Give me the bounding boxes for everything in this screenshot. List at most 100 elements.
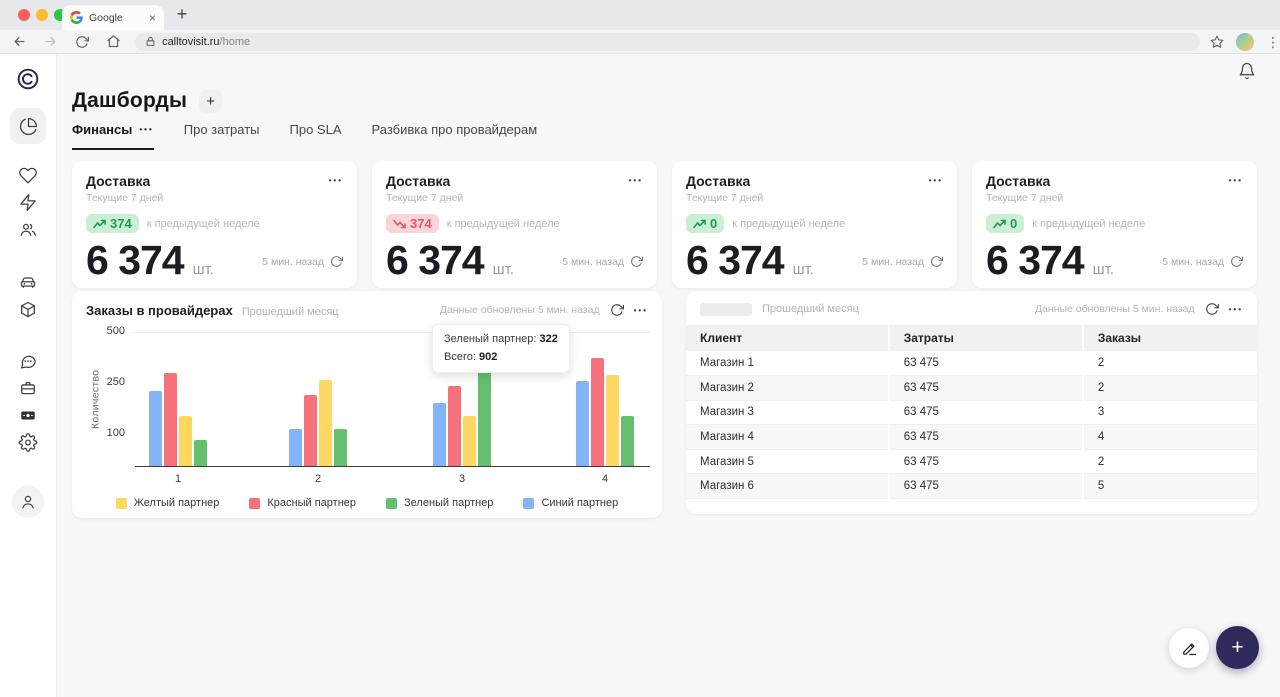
back-icon[interactable] xyxy=(8,34,31,49)
table-menu-icon[interactable]: ••• xyxy=(1229,302,1243,316)
table-updated-text: Данные обновлены 5 мин. назад xyxy=(1034,303,1195,315)
tab-0[interactable]: Финансы ••• xyxy=(72,122,154,150)
gridline-500 xyxy=(131,332,650,333)
add-dashboard-button[interactable]: + xyxy=(199,89,223,113)
notifications-bell-icon[interactable] xyxy=(1238,62,1256,80)
kpi-value: 6 374 xyxy=(86,237,185,283)
sidebar-item-payments[interactable] xyxy=(19,406,38,425)
tab-3[interactable]: Разбивка про провайдерам xyxy=(372,122,538,150)
browser-profile-avatar[interactable] xyxy=(1236,32,1254,51)
delta-badge: 0 xyxy=(986,214,1025,233)
table-cell: Магазин 1 xyxy=(686,351,889,377)
new-tab-button[interactable]: + xyxy=(176,4,188,24)
tab-options-icon[interactable]: ••• xyxy=(139,125,154,134)
refresh-icon[interactable] xyxy=(330,255,343,268)
sidebar-item-settings[interactable] xyxy=(18,433,38,452)
bar-Зеленый партнер-1[interactable] xyxy=(194,439,207,466)
reload-icon[interactable] xyxy=(71,35,94,49)
table-cell: 63 475 xyxy=(887,424,1083,450)
refresh-icon[interactable] xyxy=(930,255,943,268)
bar-Синий партнер-3[interactable] xyxy=(433,402,446,466)
delta-value: 0 xyxy=(1010,216,1018,231)
bar-Синий партнер-2[interactable] xyxy=(289,428,302,466)
clients-table: Клиент Затраты Заказы Магазин 1 63 475 2 Мага… xyxy=(686,325,1257,514)
table-cell: Магазин 5 xyxy=(686,449,889,475)
bar-Желтый партнер-1[interactable] xyxy=(179,416,192,466)
chart-subtitle: Прошедший месяц xyxy=(241,306,339,318)
table-column-header: Заказы xyxy=(1081,325,1257,351)
bar-Красный партнер-4[interactable] xyxy=(591,357,604,466)
bar-Красный партнер-1[interactable] xyxy=(164,373,177,466)
legend-item[interactable]: Желтый партнер xyxy=(115,497,220,509)
bar-Зеленый партнер-2[interactable] xyxy=(334,428,347,466)
legend-label: Желтый партнер xyxy=(133,497,220,509)
bar-Красный партнер-2[interactable] xyxy=(304,395,317,466)
add-fab-button[interactable]: + xyxy=(1216,626,1259,669)
delta-note: к предыдущей неделе xyxy=(446,217,560,230)
sidebar-item-favorites[interactable] xyxy=(19,166,38,185)
kpi-menu-icon[interactable]: ••• xyxy=(929,173,943,187)
sidebar-item-transport[interactable] xyxy=(19,273,38,292)
bar-Желтый партнер-4[interactable] xyxy=(606,375,619,466)
browser-menu-icon[interactable]: ⋮ xyxy=(1266,33,1280,50)
bar-Желтый партнер-2[interactable] xyxy=(319,380,332,466)
table-row-partial xyxy=(686,498,1257,514)
legend-item[interactable]: Зеленый партнер xyxy=(386,497,493,509)
bar-Зеленый партнер-3[interactable] xyxy=(478,367,491,466)
edit-fab-button[interactable] xyxy=(1169,628,1209,668)
chart-menu-icon[interactable]: ••• xyxy=(634,303,648,317)
kpi-unit: шт. xyxy=(1092,261,1115,278)
bar-Зеленый партнер-4[interactable] xyxy=(621,416,634,466)
address-bar[interactable]: calltovisit.ru/home xyxy=(135,32,1200,51)
bookmark-star-icon[interactable] xyxy=(1210,35,1224,49)
table-row: Магазин 1 63 475 2 xyxy=(686,351,1257,377)
chart-card: Заказы в провайдерах Прошедший месяц Дан… xyxy=(72,291,662,518)
kpi-subtitle: Текущие 7 дней xyxy=(86,192,164,204)
table-column-header: Клиент xyxy=(686,325,889,351)
bar-group-1 xyxy=(149,332,207,466)
kpi-subtitle: Текущие 7 дней xyxy=(986,192,1064,204)
app-logo-icon[interactable] xyxy=(15,66,41,92)
refresh-icon[interactable] xyxy=(630,255,643,268)
refresh-icon[interactable] xyxy=(1205,302,1219,316)
sidebar-item-dashboards[interactable] xyxy=(10,108,46,144)
close-window-button[interactable] xyxy=(18,9,30,21)
forward-icon[interactable] xyxy=(39,34,62,49)
legend-item[interactable]: Красный партнер xyxy=(249,497,356,509)
legend-item[interactable]: Синий партнер xyxy=(523,497,618,509)
refresh-icon[interactable] xyxy=(610,303,624,317)
trend-up-icon xyxy=(693,219,706,229)
table-card: Прошедший месяц Данные обновлены 5 мин. … xyxy=(686,291,1257,514)
legend-swatch-icon xyxy=(249,497,261,509)
minimize-window-button[interactable] xyxy=(36,9,48,21)
legend-label: Синий партнер xyxy=(541,497,619,509)
tab-2[interactable]: Про SLA xyxy=(290,122,342,150)
kpi-unit: шт. xyxy=(192,261,215,278)
kpi-card-0: Доставка Текущие 7 дней ••• 374 к предыд… xyxy=(72,161,357,288)
browser-tabstrip: Google × + xyxy=(0,0,1280,30)
bar-Желтый партнер-3[interactable] xyxy=(463,416,476,466)
bar-Красный партнер-3[interactable] xyxy=(448,385,461,466)
sidebar-item-energy[interactable] xyxy=(19,193,38,212)
kpi-updated: 5 мин. назад xyxy=(1162,255,1243,268)
refresh-icon[interactable] xyxy=(1230,255,1243,268)
kpi-menu-icon[interactable]: ••• xyxy=(629,173,643,187)
home-icon[interactable] xyxy=(102,34,125,49)
table-cell: 3 xyxy=(1081,400,1257,426)
table-cell: Магазин 3 xyxy=(686,400,889,426)
tab-close-icon[interactable]: × xyxy=(148,10,156,25)
kpi-card-3: Доставка Текущие 7 дней ••• 0 к предыдущ… xyxy=(972,161,1257,288)
url-text: calltovisit.ru/home xyxy=(162,35,251,48)
sidebar-item-profile[interactable] xyxy=(12,486,44,518)
kpi-menu-icon[interactable]: ••• xyxy=(1229,173,1243,187)
sidebar-item-users[interactable] xyxy=(19,220,38,239)
sidebar-item-chats[interactable] xyxy=(19,352,38,371)
browser-tab[interactable]: Google × xyxy=(62,5,164,30)
sidebar-item-packages[interactable] xyxy=(19,300,38,319)
kpi-menu-icon[interactable]: ••• xyxy=(329,173,343,187)
tab-1[interactable]: Про затраты xyxy=(184,122,260,150)
sidebar-item-cases[interactable] xyxy=(19,379,38,398)
bar-Синий партнер-4[interactable] xyxy=(576,381,589,466)
delta-note: к предыдущей неделе xyxy=(1032,217,1146,230)
bar-Синий партнер-1[interactable] xyxy=(149,390,162,466)
